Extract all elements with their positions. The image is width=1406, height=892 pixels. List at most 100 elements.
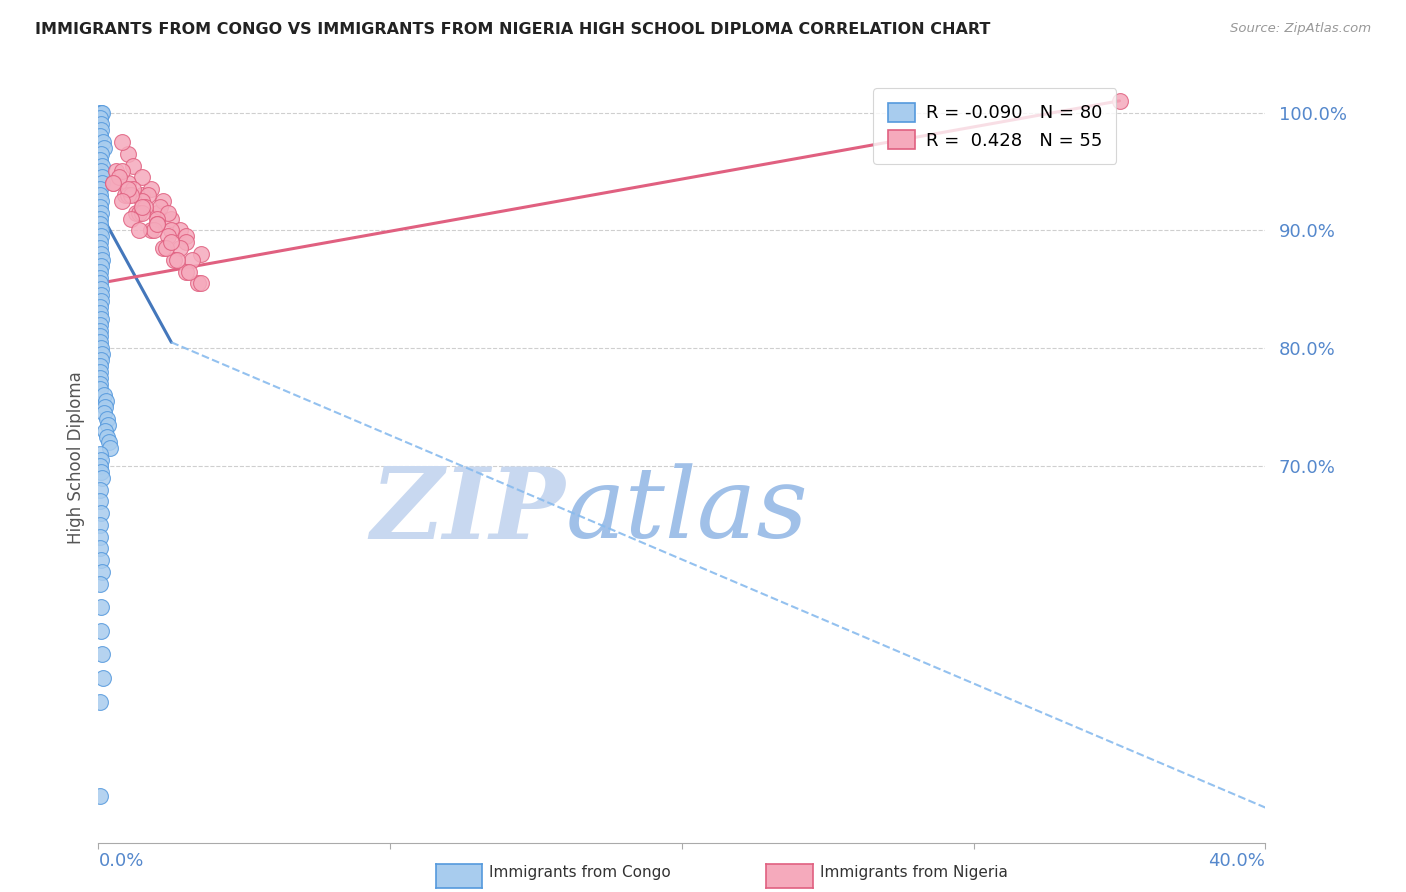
Point — [89, 306, 111, 320]
Point — [111, 194, 134, 208]
Point — [89, 105, 111, 120]
Point — [89, 129, 111, 144]
Point — [89, 383, 111, 397]
Point — [90, 648, 112, 662]
Point — [89, 218, 111, 232]
Point — [131, 188, 153, 202]
Point — [90, 252, 112, 267]
Point — [90, 223, 112, 237]
Point — [89, 235, 111, 249]
Point — [91, 176, 114, 190]
Point — [89, 458, 111, 473]
Point — [90, 164, 112, 178]
Point — [90, 247, 112, 261]
Point — [131, 200, 153, 214]
Point — [89, 300, 111, 314]
Point — [89, 447, 111, 461]
Point — [90, 259, 112, 273]
Point — [90, 347, 112, 361]
Point — [96, 429, 118, 443]
Point — [157, 229, 180, 244]
Point — [97, 417, 120, 432]
Point — [89, 789, 111, 803]
Point — [163, 252, 186, 267]
Point — [89, 483, 111, 497]
Point — [108, 170, 131, 185]
Point — [131, 170, 153, 185]
Point — [146, 205, 169, 219]
Text: 40.0%: 40.0% — [1209, 853, 1265, 871]
Point — [174, 229, 197, 244]
Point — [157, 205, 180, 219]
Point — [90, 105, 112, 120]
Point — [89, 182, 111, 196]
Point — [89, 541, 111, 556]
Point — [190, 277, 212, 291]
Point — [89, 265, 111, 279]
Point — [89, 188, 111, 202]
Point — [89, 200, 111, 214]
Point — [89, 241, 111, 255]
Point — [187, 277, 209, 291]
Point — [89, 329, 111, 343]
Point — [146, 218, 169, 232]
Point — [152, 194, 174, 208]
Point — [96, 412, 118, 426]
Point — [131, 205, 153, 219]
Point — [117, 176, 139, 190]
Point — [128, 205, 150, 219]
Point — [166, 252, 188, 267]
Point — [174, 265, 197, 279]
Point — [146, 218, 169, 232]
Point — [90, 341, 112, 355]
Point — [89, 576, 111, 591]
Point — [89, 270, 111, 285]
Point — [98, 442, 121, 456]
Text: Source: ZipAtlas.com: Source: ZipAtlas.com — [1230, 22, 1371, 36]
Point — [90, 624, 112, 638]
Text: ZIP: ZIP — [370, 463, 565, 559]
Point — [125, 205, 148, 219]
Text: atlas: atlas — [565, 464, 808, 558]
Point — [90, 123, 112, 137]
Point — [117, 188, 139, 202]
Point — [120, 188, 142, 202]
Point — [169, 223, 191, 237]
Point — [111, 135, 134, 149]
Point — [89, 318, 111, 332]
Point — [94, 424, 117, 438]
Point — [93, 406, 115, 420]
Text: Immigrants from Congo: Immigrants from Congo — [489, 865, 671, 880]
Point — [90, 600, 112, 615]
Point — [114, 188, 136, 202]
Point — [91, 671, 114, 685]
Point — [122, 182, 145, 196]
Point — [90, 105, 112, 120]
Legend: R = -0.090   N = 80, R =  0.428   N = 55: R = -0.090 N = 80, R = 0.428 N = 55 — [873, 88, 1116, 164]
Point — [90, 117, 112, 131]
Point — [177, 265, 200, 279]
Point — [149, 200, 172, 214]
Point — [89, 370, 111, 384]
Point — [89, 112, 111, 126]
Point — [117, 182, 139, 196]
Point — [93, 388, 115, 402]
Point — [89, 324, 111, 338]
Point — [90, 506, 112, 520]
Point — [90, 194, 112, 208]
Point — [90, 294, 112, 309]
Point — [120, 211, 142, 226]
Point — [90, 288, 112, 302]
Point — [101, 176, 124, 190]
Point — [128, 223, 150, 237]
Point — [122, 159, 145, 173]
Point — [90, 205, 112, 219]
Point — [136, 188, 159, 202]
Point — [89, 277, 111, 291]
Point — [89, 365, 111, 379]
Point — [94, 394, 117, 409]
Point — [134, 200, 156, 214]
Point — [1108, 94, 1130, 108]
Point — [89, 376, 111, 391]
Point — [174, 235, 197, 249]
